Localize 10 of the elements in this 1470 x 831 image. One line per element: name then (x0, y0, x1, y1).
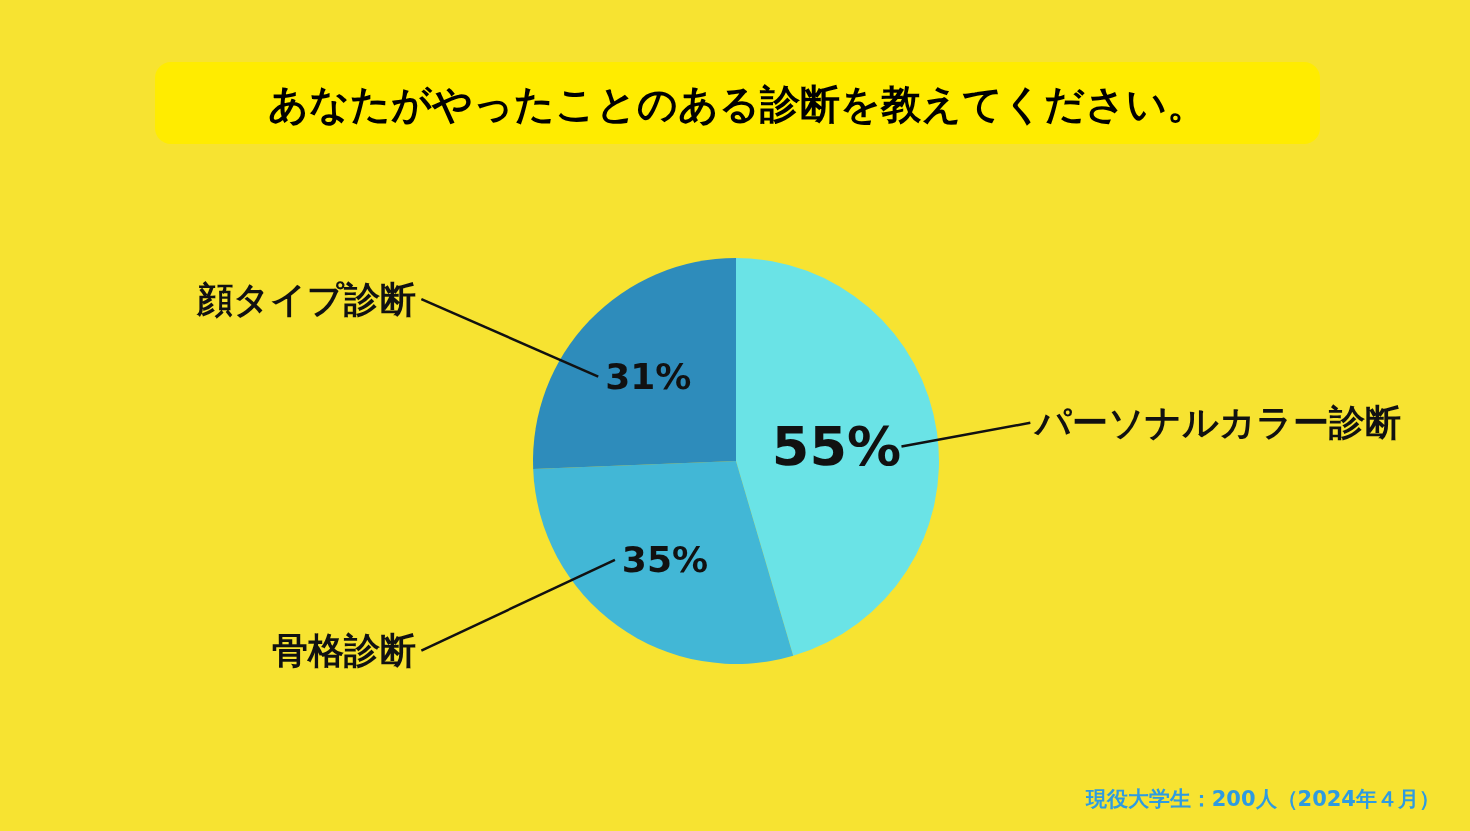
data-label: 35% (621, 539, 709, 581)
pie-slice (736, 258, 939, 656)
text: 現役大学生：200人（2024年４月） (1084, 787, 1440, 811)
slice-label: 骨格診断 (272, 630, 417, 672)
chart-title: あなたがやったことのある診断を教えてください。 (267, 81, 1207, 127)
data-label: 31% (605, 356, 692, 398)
data-label: 55% (771, 415, 902, 479)
slice-label: パーソナルカラー診断 (1033, 402, 1402, 444)
slice-label: 顔タイプ診断 (196, 278, 417, 320)
pie-slice (533, 258, 736, 469)
